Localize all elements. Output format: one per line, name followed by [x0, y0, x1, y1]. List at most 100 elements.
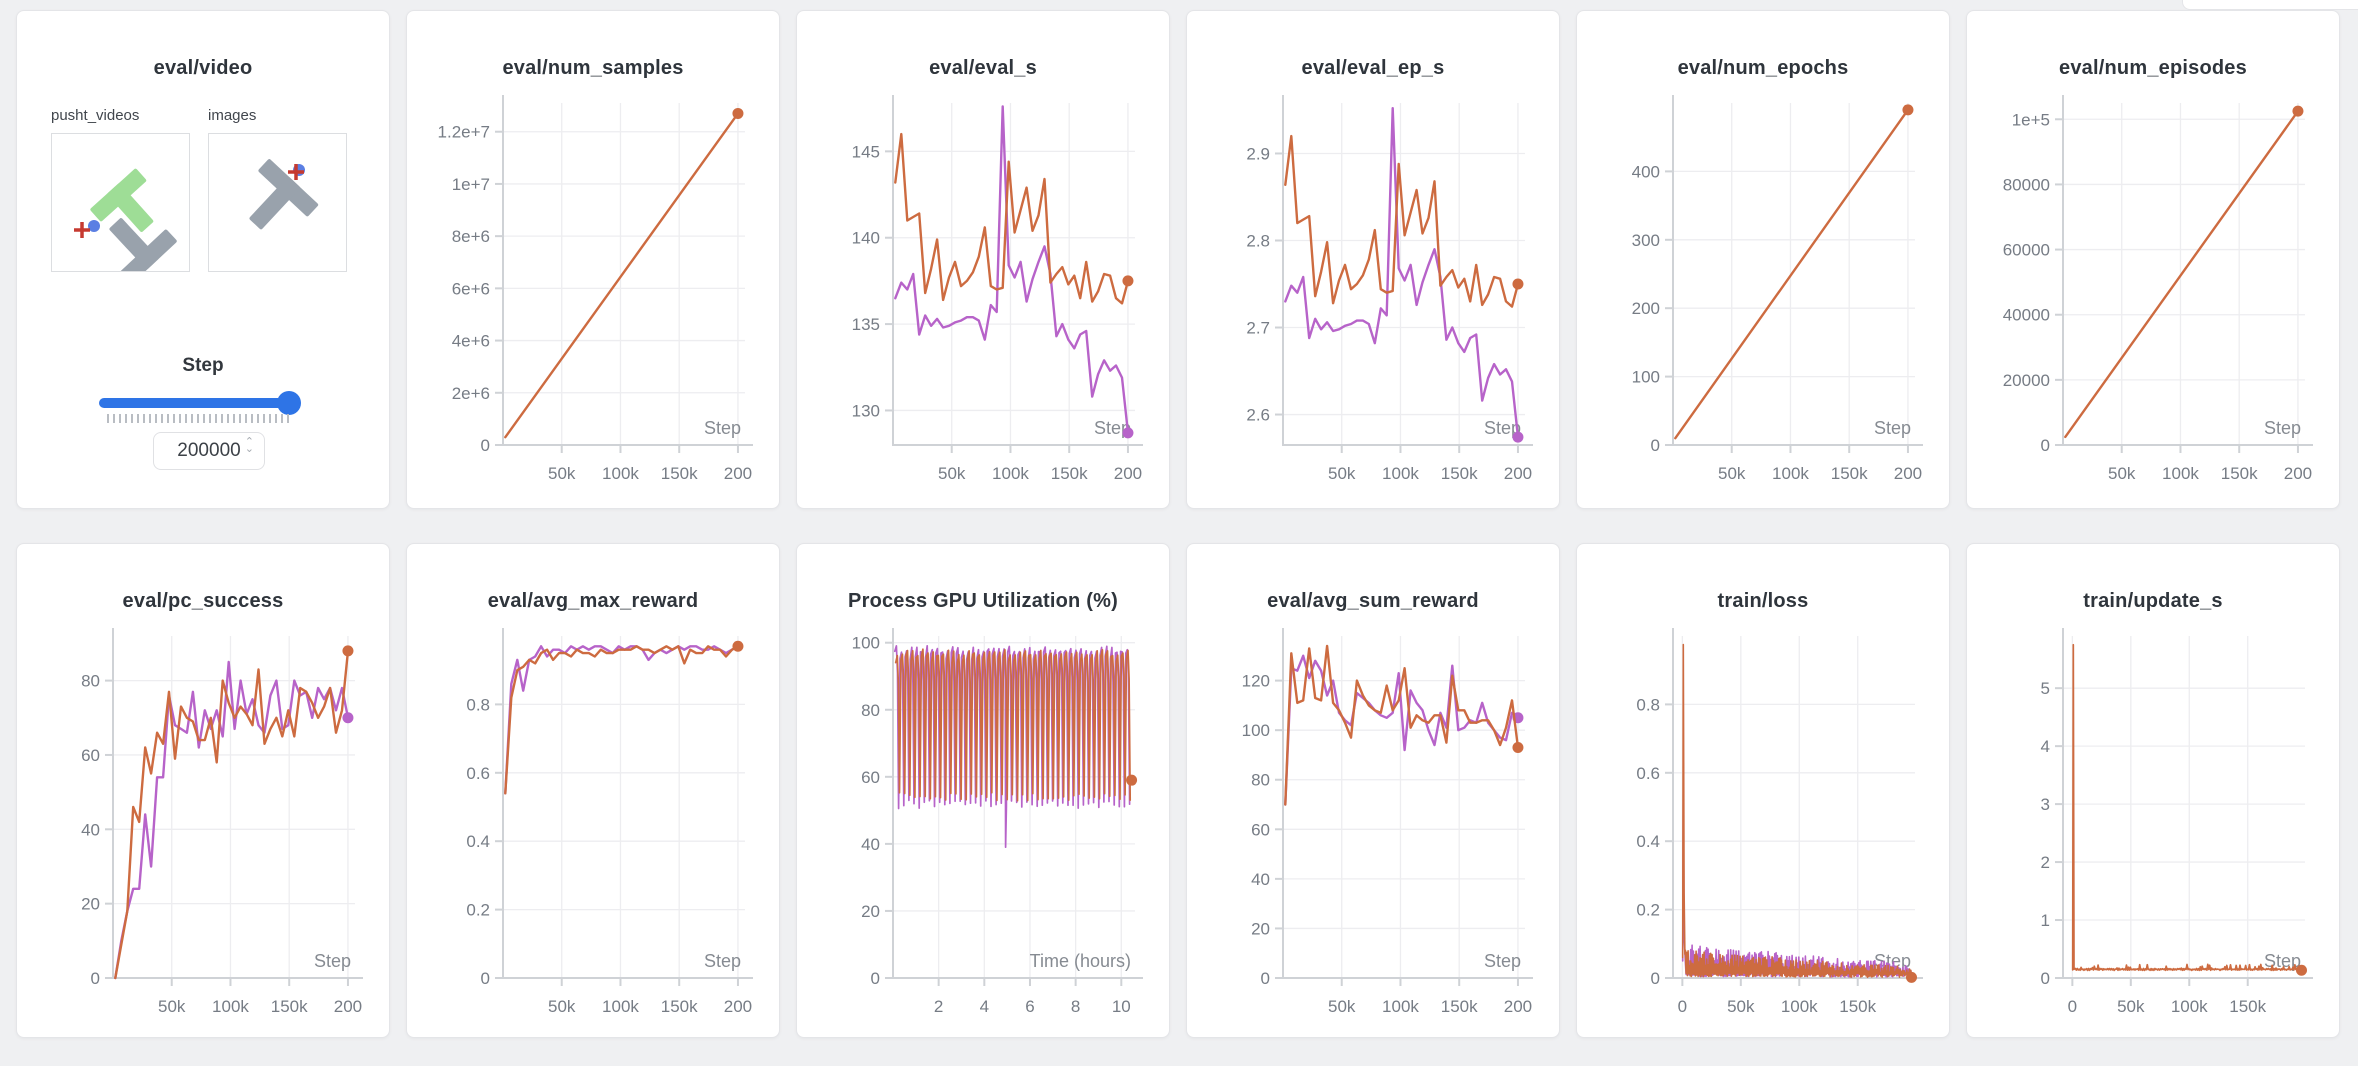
svg-text:150k: 150k: [2221, 464, 2258, 483]
svg-text:150k: 150k: [661, 464, 698, 483]
svg-text:20: 20: [1251, 919, 1270, 938]
svg-text:Step: Step: [2264, 418, 2301, 438]
svg-text:145: 145: [852, 142, 880, 161]
svg-text:50k: 50k: [2108, 464, 2136, 483]
svg-text:200: 200: [1114, 464, 1142, 483]
step-slider-tickmarks: [107, 414, 289, 423]
line-chart[interactable]: 2.6 2.7 2.8 2.9 50k 100k 150k 200 Step: [1187, 73, 1559, 501]
svg-text:150k: 150k: [271, 997, 308, 1016]
svg-text:8: 8: [1071, 997, 1080, 1016]
partially-visible-panel-above[interactable]: [2182, 0, 2358, 10]
svg-text:4: 4: [980, 997, 989, 1016]
svg-text:100k: 100k: [1772, 464, 1809, 483]
svg-text:100k: 100k: [2171, 997, 2208, 1016]
svg-text:60000: 60000: [2003, 241, 2050, 260]
panel-eval-avg-sum-reward: eval/avg_sum_reward 0 20 40 60 80 100 120 50k 10…: [1186, 543, 1560, 1038]
svg-text:100k: 100k: [1382, 464, 1419, 483]
svg-text:150k: 150k: [1839, 997, 1876, 1016]
svg-text:200: 200: [724, 997, 752, 1016]
step-slider-track[interactable]: [99, 398, 295, 408]
svg-text:200: 200: [334, 997, 362, 1016]
panel-eval-avg-max-reward: eval/avg_max_reward 0 0.2 0.4 0.6 0.8 50k 100k…: [406, 543, 780, 1038]
svg-text:2: 2: [2041, 853, 2050, 872]
panel-eval-eval-s: eval/eval_s 130 135 140 145 50k 100k 150k 200 St…: [796, 10, 1170, 509]
step-number-input[interactable]: 200000 ⌃ ⌄: [153, 432, 265, 470]
line-chart[interactable]: 0 20 40 60 80 100 2 4 6 8 10 Time (hours): [797, 606, 1169, 1034]
agent-dot: [88, 220, 100, 232]
svg-text:0: 0: [1678, 997, 1687, 1016]
svg-text:0: 0: [1651, 436, 1660, 455]
svg-text:150k: 150k: [1441, 997, 1478, 1016]
step-slider-handle[interactable]: [277, 391, 301, 415]
panel-train-loss: train/loss 0 0.2 0.4 0.6 0.8 0 50k 100k 150k Step: [1576, 543, 1950, 1038]
svg-text:100: 100: [852, 634, 880, 653]
line-chart[interactable]: 0 2e+6 4e+6 6e+6 8e+6 1e+7 1.2e+7 50k 100k 150k 20…: [407, 73, 779, 501]
stepper-arrows[interactable]: ⌃ ⌄: [244, 436, 254, 455]
svg-text:0: 0: [2068, 997, 2077, 1016]
svg-text:Step: Step: [314, 951, 351, 971]
panel-title: eval/eval_s: [929, 57, 1037, 79]
line-chart[interactable]: 0 0.2 0.4 0.6 0.8 50k 100k 150k 200 Step: [407, 606, 779, 1034]
svg-text:2.8: 2.8: [1246, 231, 1270, 250]
panel-title: Process GPU Utilization (%): [848, 590, 1118, 612]
panel-gpu-utilization: Process GPU Utilization (%) 0 20 40 60 80 100…: [796, 543, 1170, 1038]
image-key-label: images: [208, 107, 257, 124]
svg-text:40: 40: [81, 820, 100, 839]
svg-text:100k: 100k: [992, 464, 1029, 483]
panel-title: eval/video: [153, 57, 253, 79]
svg-text:0.4: 0.4: [1636, 832, 1660, 851]
svg-text:100: 100: [1632, 368, 1660, 387]
gray-t-block: [249, 159, 319, 230]
svg-text:80000: 80000: [2003, 175, 2050, 194]
svg-text:200: 200: [1894, 464, 1922, 483]
panel-title: train/update_s: [2083, 590, 2223, 612]
svg-text:Step: Step: [1484, 418, 1521, 438]
svg-text:0: 0: [871, 969, 880, 988]
line-chart[interactable]: 130 135 140 145 50k 100k 150k 200 Step: [797, 73, 1169, 501]
svg-text:0.2: 0.2: [466, 901, 490, 920]
line-chart[interactable]: 0 1 2 3 4 5 0 50k 100k 150k Step: [1967, 606, 2339, 1034]
svg-text:1.2e+7: 1.2e+7: [438, 123, 490, 142]
svg-text:20000: 20000: [2003, 371, 2050, 390]
decrement-icon[interactable]: ⌄: [244, 443, 254, 455]
panel-eval-num-epochs: eval/num_epochs 0 100 200 300 400 50k 100k 150k…: [1576, 10, 1950, 509]
svg-text:2.7: 2.7: [1246, 319, 1270, 338]
panel-eval-num-samples: eval/num_samples 0 2e+6 4e+6 6e+6 8e+6 1e+7 1.…: [406, 10, 780, 509]
svg-text:Time (hours): Time (hours): [1030, 951, 1131, 971]
svg-text:200: 200: [2284, 464, 2312, 483]
svg-text:130: 130: [852, 401, 880, 420]
line-chart[interactable]: 0 20 40 60 80 50k 100k 150k 200 Step: [17, 606, 389, 1034]
svg-text:200: 200: [1504, 464, 1532, 483]
line-chart[interactable]: 0 20 40 60 80 100 120 50k 100k 150k 200 Step: [1187, 606, 1559, 1034]
line-chart[interactable]: 0 100 200 300 400 50k 100k 150k 200 Step: [1577, 73, 1949, 501]
video-key-label: pusht_videos: [51, 107, 140, 124]
svg-text:80: 80: [861, 701, 880, 720]
svg-text:150k: 150k: [1831, 464, 1868, 483]
svg-text:6e+6: 6e+6: [452, 279, 490, 298]
svg-text:50k: 50k: [1328, 464, 1356, 483]
svg-text:100k: 100k: [212, 997, 249, 1016]
svg-text:50k: 50k: [1718, 464, 1746, 483]
images-thumbnail[interactable]: [208, 133, 347, 272]
svg-text:Step: Step: [1874, 418, 1911, 438]
svg-text:200: 200: [1504, 997, 1532, 1016]
svg-text:2e+6: 2e+6: [452, 384, 490, 403]
svg-text:200: 200: [724, 464, 752, 483]
svg-text:2.9: 2.9: [1246, 144, 1270, 163]
svg-text:2.6: 2.6: [1246, 406, 1270, 425]
pusht-video-thumbnail[interactable]: [51, 133, 190, 286]
line-chart[interactable]: 0 20000 40000 60000 80000 1e+5 50k 100k 150k 200 S…: [1967, 73, 2339, 501]
svg-text:50k: 50k: [938, 464, 966, 483]
svg-text:100: 100: [1242, 721, 1270, 740]
panel-title: eval/eval_ep_s: [1301, 57, 1445, 79]
increment-icon[interactable]: ⌃: [244, 436, 254, 448]
svg-text:20: 20: [81, 895, 100, 914]
svg-text:80: 80: [1251, 771, 1270, 790]
svg-text:6: 6: [1025, 997, 1034, 1016]
svg-text:Step: Step: [2264, 951, 2301, 971]
panel-title: eval/avg_max_reward: [487, 590, 699, 612]
svg-text:60: 60: [861, 768, 880, 787]
target-cross: [288, 164, 304, 180]
panel-title: train/loss: [1717, 590, 1809, 612]
